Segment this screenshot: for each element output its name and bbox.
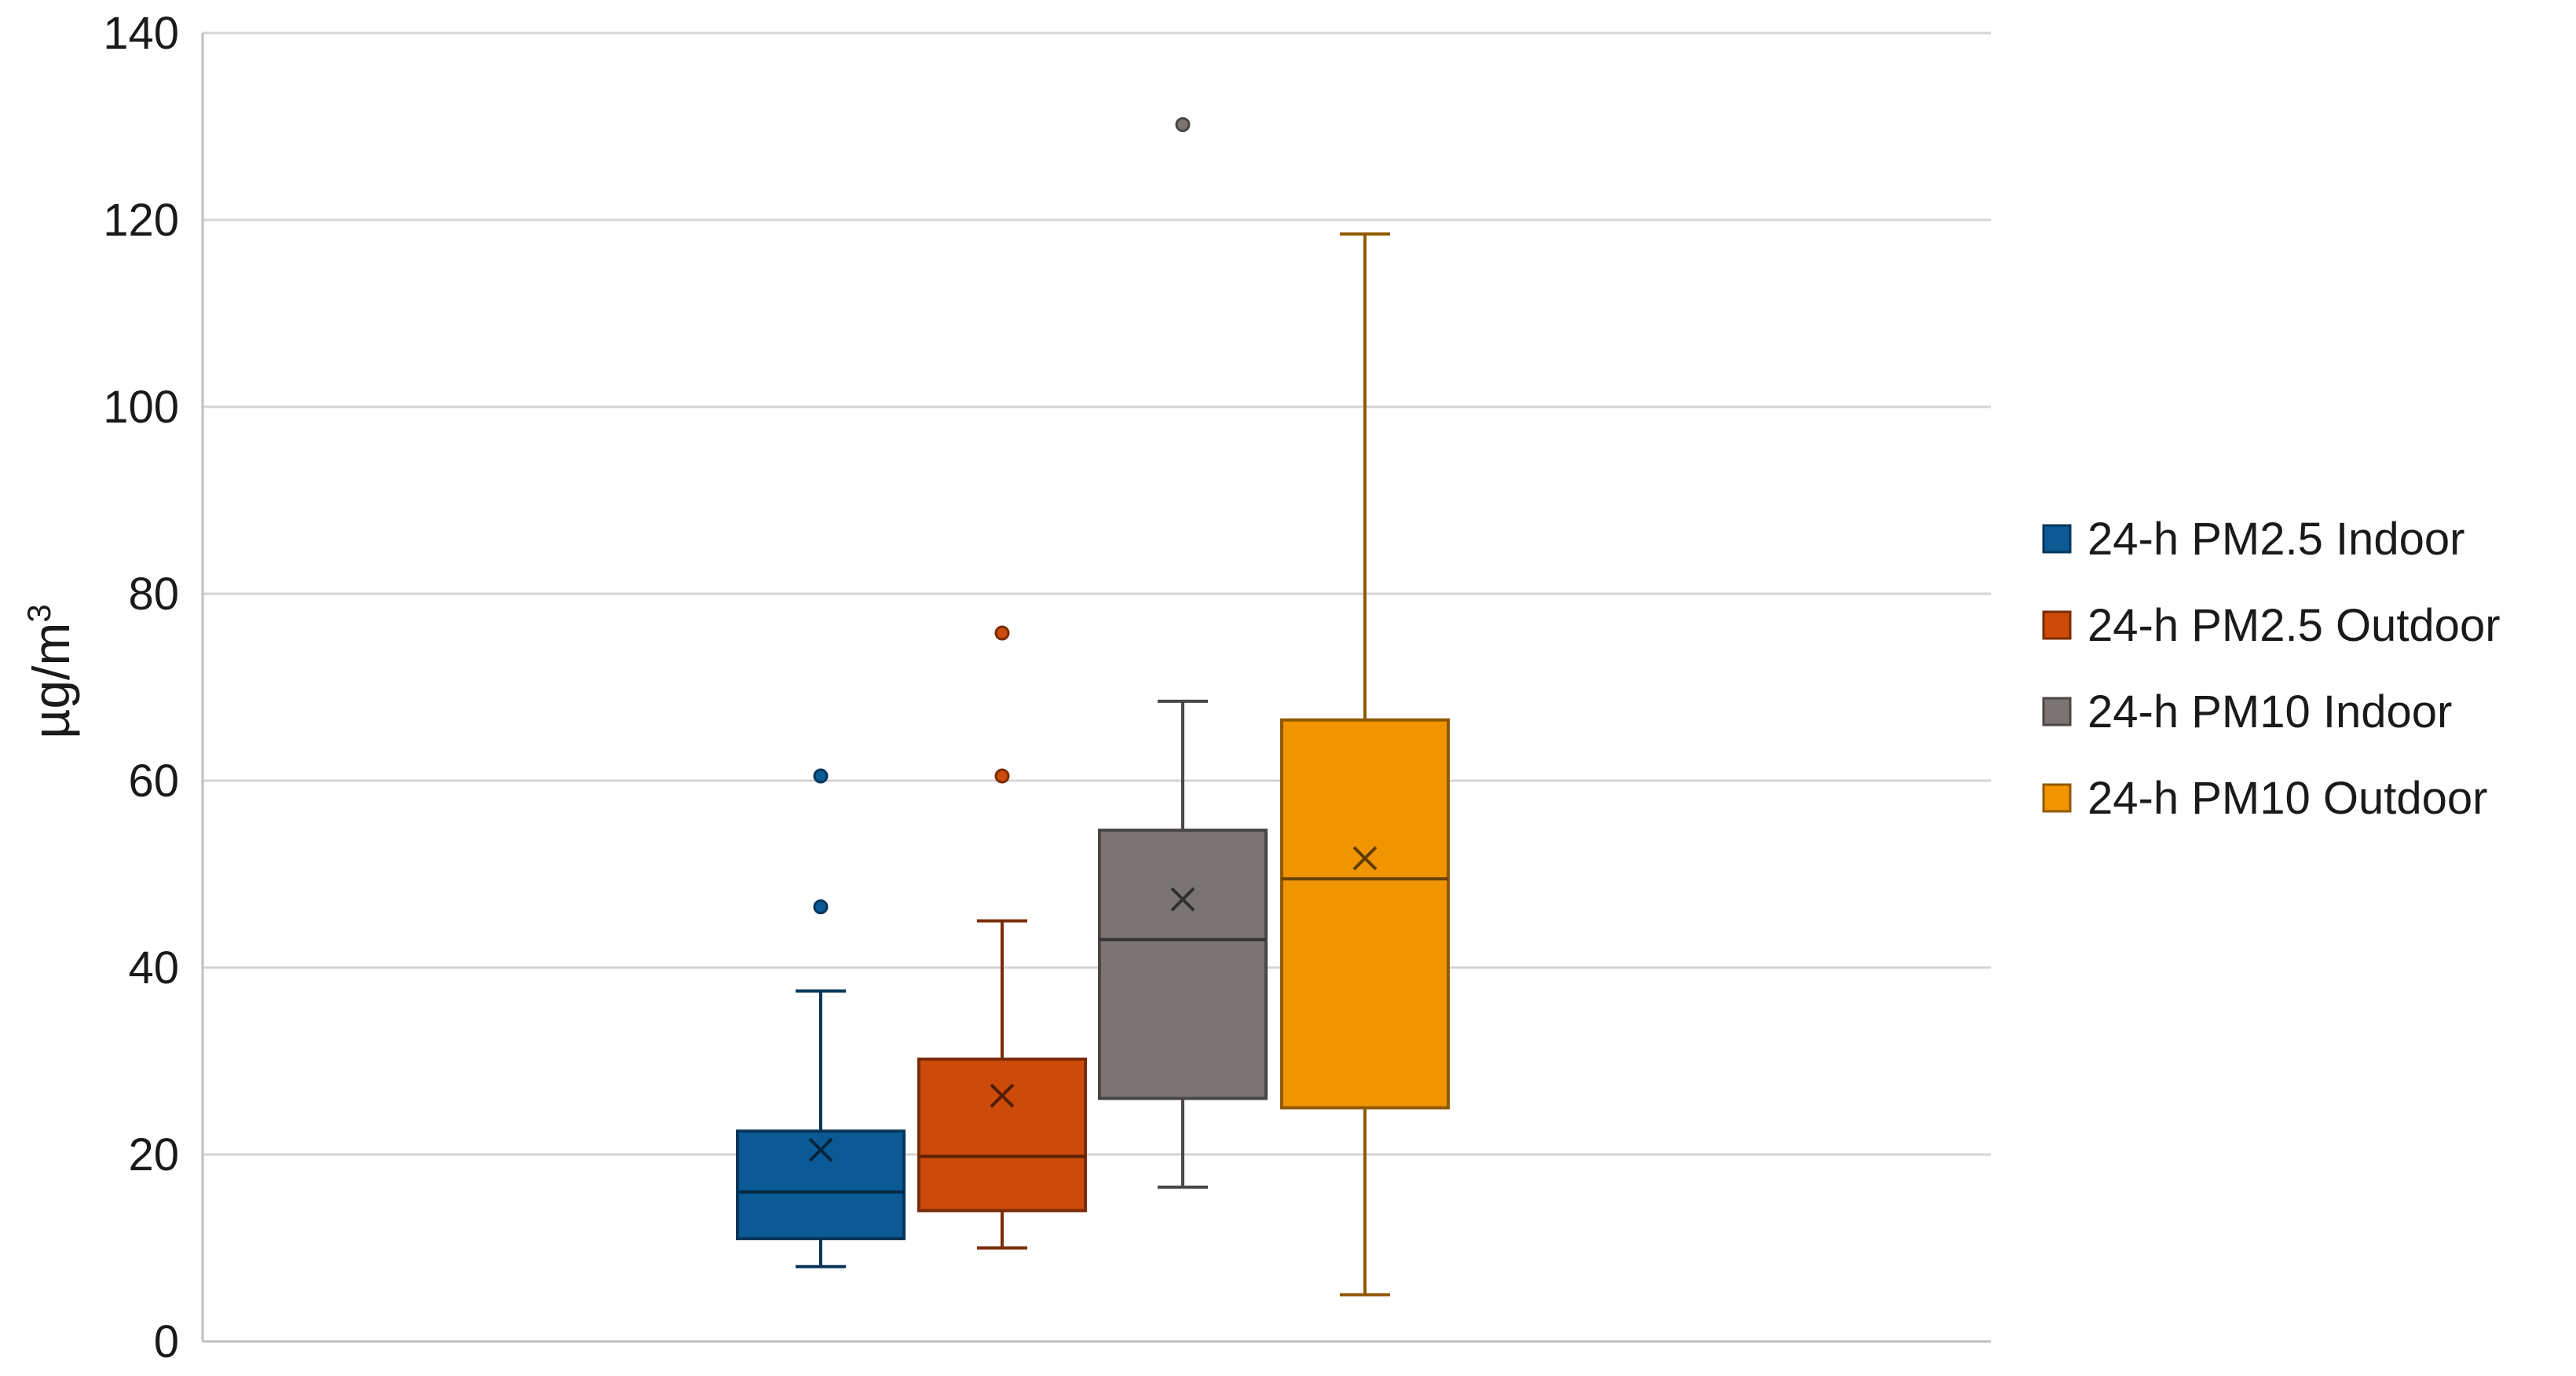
- legend-swatch-3: [2042, 697, 2072, 726]
- y-tick-label-100: 100: [103, 382, 179, 433]
- legend-swatch-2: [2042, 610, 2072, 640]
- box-1-mean-stroke-b: [808, 1137, 833, 1162]
- legend: 24-h PM2.5 Indoor 24-h PM2.5 Outdoor 24-h …: [2042, 514, 2501, 824]
- box-3-mean-marker: [1170, 887, 1195, 912]
- legend-swatch-4: [2042, 783, 2072, 813]
- y-axis-title-superscript: 3: [20, 604, 57, 622]
- box-1-iqr: [736, 1129, 906, 1241]
- y-tick-label-0: 0: [154, 1316, 179, 1367]
- legend-label-3: 24-h PM10 Indoor: [2088, 686, 2452, 737]
- gridlines: [203, 31, 1991, 1343]
- box-series: [736, 117, 1450, 1297]
- box-3-mean-stroke-b: [1170, 887, 1195, 912]
- y-axis-title: µg/m3: [20, 604, 80, 738]
- y-tick-label-40: 40: [128, 942, 179, 994]
- box-1-outlier-1: [813, 899, 829, 915]
- y-tick-label-20: 20: [128, 1129, 179, 1180]
- box-1-mean-marker: [808, 1137, 833, 1162]
- legend-label-1: 24-h PM2.5 Indoor: [2088, 514, 2464, 565]
- legend-label-4: 24-h PM10 Outdoor: [2088, 773, 2487, 824]
- box-4: [1280, 232, 1450, 1297]
- box-1-outlier-2: [813, 768, 829, 784]
- box-3-iqr: [1098, 829, 1268, 1100]
- y-tick-label-140: 140: [103, 8, 179, 59]
- legend-swatch-1: [2042, 524, 2072, 554]
- box-4-iqr: [1280, 718, 1450, 1110]
- y-axis-ticks: 0 20 40 60 80 100 120 140: [103, 8, 179, 1367]
- box-2-mean-stroke-b: [990, 1083, 1015, 1108]
- box-1: [736, 768, 906, 1268]
- box-2: [917, 625, 1087, 1250]
- box-3-outlier-1: [1175, 117, 1191, 133]
- y-tick-label-60: 60: [128, 756, 179, 807]
- box-2-outlier-2: [994, 625, 1010, 641]
- box-2-outlier-1: [994, 768, 1010, 784]
- box-3: [1098, 117, 1268, 1189]
- box-4-mean-marker: [1352, 846, 1378, 871]
- box-2-mean-marker: [990, 1083, 1015, 1108]
- y-tick-label-80: 80: [128, 569, 179, 620]
- legend-label-2: 24-h PM2.5 Outdoor: [2088, 600, 2501, 651]
- y-tick-label-120: 120: [103, 195, 179, 246]
- y-axis-title-text: µg/m: [22, 623, 80, 739]
- box-4-mean-stroke-b: [1352, 846, 1378, 871]
- box-2-iqr: [917, 1057, 1087, 1213]
